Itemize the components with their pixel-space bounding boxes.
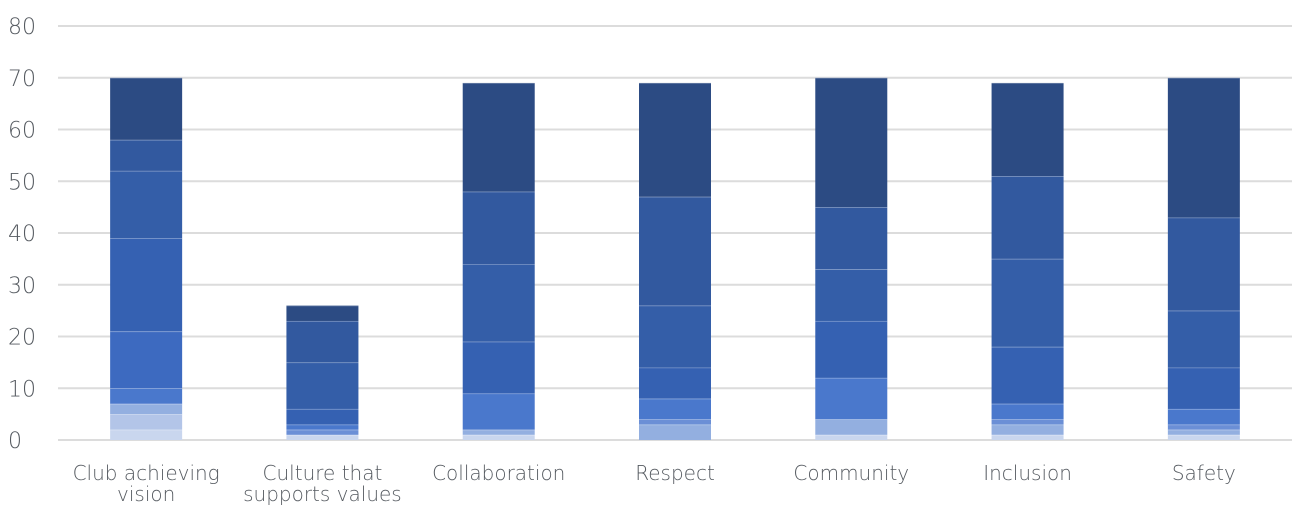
bar-segment	[639, 419, 711, 425]
bar-segment	[991, 346, 1064, 404]
x-category-label: Culture that supports values	[243, 461, 402, 506]
bar-segment	[462, 434, 535, 440]
bar-segment	[1167, 77, 1240, 218]
bar-segment	[462, 429, 535, 435]
y-tick-label: 20	[8, 326, 36, 351]
bar-segment	[815, 207, 888, 270]
bar-segment	[286, 305, 359, 321]
bar-segment	[110, 139, 183, 171]
x-category-label: Inclusion	[983, 461, 1072, 485]
bar-segment	[462, 341, 535, 394]
bar-segment	[286, 424, 359, 430]
x-category-label: Collaboration	[432, 461, 565, 485]
x-category-label: Club achieving vision	[73, 461, 220, 506]
bar-segment	[815, 419, 888, 435]
bar-segment	[991, 424, 1064, 435]
bar-segment	[286, 408, 359, 425]
bar-segment	[639, 367, 711, 399]
bar-segment	[639, 305, 711, 368]
y-axis-tick-labels: 0 10 20 30 40 50 60 70 80	[8, 15, 36, 454]
bar-segment	[991, 434, 1064, 440]
bar-segment	[110, 170, 183, 239]
bar-segment	[991, 403, 1064, 420]
bar-segment	[991, 419, 1064, 425]
bar-segment	[639, 82, 711, 197]
x-category-label: Community	[793, 461, 909, 485]
bar-segment	[1167, 367, 1240, 409]
x-category-label-line: Culture that	[263, 461, 383, 485]
bar-segment	[286, 429, 359, 435]
bar-segment	[639, 424, 711, 440]
x-category-label-line: Collaboration	[432, 461, 565, 485]
x-axis-category-labels: Club achieving vision Culture that supports…	[73, 461, 1236, 506]
bar-stack	[462, 82, 535, 440]
bar-segment	[639, 398, 711, 420]
bar-segment	[110, 429, 183, 440]
bar-segment	[110, 414, 183, 430]
x-category-label-line: Inclusion	[983, 461, 1072, 485]
x-category-label-line: Safety	[1172, 461, 1236, 485]
bar-segment	[110, 77, 183, 140]
bar-segment	[1167, 217, 1240, 311]
bar-segment	[286, 434, 359, 440]
bar-segment	[639, 196, 711, 306]
bar-stack	[286, 304, 359, 440]
bar-segment	[110, 238, 183, 332]
x-category-label-line: vision	[117, 482, 175, 506]
bar-segment	[1167, 434, 1240, 440]
bar-stack	[991, 82, 1064, 440]
bar-segment	[1167, 424, 1240, 430]
y-tick-label: 70	[8, 67, 36, 92]
bar-segment	[286, 362, 359, 409]
x-category-label: Safety	[1172, 461, 1236, 485]
bar-segment	[110, 388, 183, 404]
bar-segment	[462, 82, 535, 192]
bar-segment	[815, 377, 888, 420]
bar-stack	[639, 82, 711, 440]
bar-segment	[991, 258, 1064, 347]
bar-stack	[110, 77, 183, 440]
bar-segment	[991, 176, 1064, 259]
x-category-label-line: Club achieving	[73, 461, 220, 485]
bar-segment	[462, 191, 535, 265]
x-category-label-line: Respect	[635, 461, 715, 485]
y-tick-label: 60	[8, 119, 36, 144]
bars	[110, 77, 1240, 440]
bar-segment	[991, 82, 1064, 177]
bar-segment	[462, 393, 535, 430]
bar-segment	[1167, 408, 1240, 425]
y-tick-label: 10	[8, 377, 36, 402]
y-tick-label: 40	[8, 222, 36, 247]
x-category-label-line: Community	[793, 461, 909, 485]
x-category-label-line: supports values	[243, 482, 402, 506]
bar-segment	[286, 320, 359, 363]
bar-segment	[110, 403, 183, 415]
y-tick-label: 50	[8, 170, 36, 195]
bar-segment	[815, 269, 888, 321]
bar-segment	[110, 331, 183, 389]
y-tick-label: 80	[8, 15, 36, 40]
y-tick-label: 0	[8, 429, 22, 454]
bar-segment	[815, 77, 888, 208]
x-category-label: Respect	[635, 461, 715, 485]
bar-segment	[1167, 310, 1240, 368]
y-tick-label: 30	[8, 274, 36, 299]
bar-segment	[462, 264, 535, 342]
bar-stack	[1167, 77, 1240, 440]
bar-segment	[815, 434, 888, 440]
bar-segment	[1167, 429, 1240, 435]
bar-stack	[815, 77, 888, 440]
bar-segment	[815, 320, 888, 378]
